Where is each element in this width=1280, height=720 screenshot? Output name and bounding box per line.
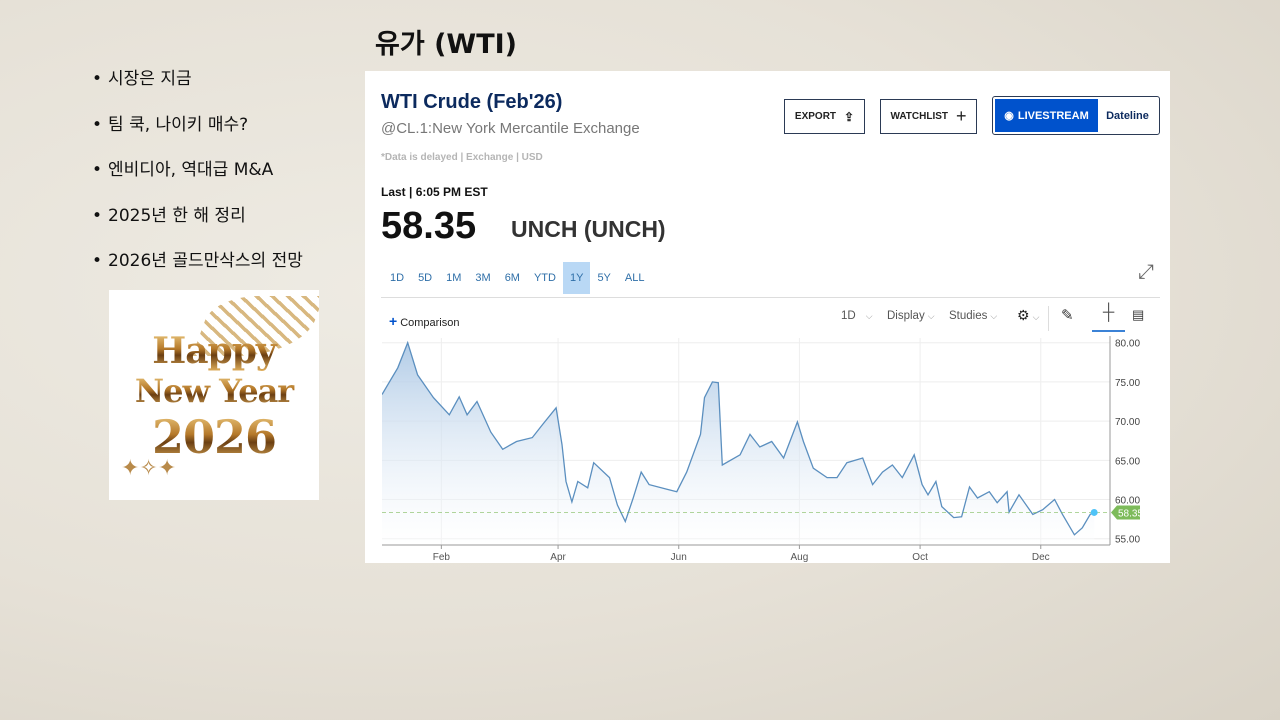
livestream-label: LIVESTREAM (1017, 109, 1089, 122)
range-tab-all[interactable]: ALL (624, 272, 645, 284)
last-time-label: Last | 6:05 PM EST (381, 185, 488, 199)
pencil-icon[interactable]: ✎ (1061, 307, 1074, 324)
comparison-button[interactable]: + Comparison (389, 313, 460, 329)
watchlist-label: WATCHLIST (890, 111, 949, 122)
delay-note: *Data is delayed | Exchange | USD (381, 152, 543, 163)
chevron-down-icon: ⌵ (865, 311, 873, 321)
comparison-label: Comparison (400, 317, 460, 329)
last-point-dot (1090, 508, 1098, 516)
price-chart: 55.00 60.00 65.00 70.00 75.00 80.00 Feb Apr Jun A… (382, 336, 1143, 563)
studies-dropdown[interactable]: Studies ⌵ (949, 310, 997, 322)
plus-icon: + (956, 106, 967, 126)
greeting-line: New Year (109, 372, 319, 410)
x-tick-label: Dec (1032, 552, 1050, 563)
livestream-toggle: ◉ LIVESTREAM Dateline (992, 96, 1160, 135)
x-tick-label: Feb (433, 552, 451, 563)
display-dropdown[interactable]: Display ⌵ (887, 310, 935, 322)
bullet-list: 시장은 지금 팀 쿡, 나이키 매수? 엔비디아, 역대급 M&A 2025년 … (92, 64, 303, 292)
x-tick-label: Oct (912, 552, 928, 563)
y-tick-label: 65.00 (1115, 456, 1140, 467)
y-tick-label: 70.00 (1115, 417, 1140, 428)
slide-title: 유가 (WTI) (375, 29, 518, 60)
x-tick-label: Apr (550, 552, 566, 563)
x-tick-label: Jun (671, 552, 687, 563)
gear-icon: ⚙ (1017, 307, 1030, 323)
y-tick-label: 75.00 (1115, 378, 1140, 389)
livestream-button[interactable]: ◉ LIVESTREAM (995, 99, 1098, 132)
studies-label: Studies (949, 310, 988, 322)
range-tab-1m[interactable]: 1M (446, 272, 462, 284)
comment-icon[interactable]: ▤ (1132, 307, 1145, 322)
bullet-item: 팀 쿡, 나이키 매수? (92, 110, 303, 156)
range-tabs: 1D 5D 1M 3M 6M YTD 1Y 5Y ALL (383, 262, 651, 294)
y-tick-label: 60.00 (1115, 496, 1140, 507)
export-button[interactable]: EXPORT ⇪ (784, 99, 865, 134)
bullet-item: 2025년 한 해 정리 (92, 201, 303, 247)
last-value-tag (1111, 505, 1140, 520)
bullet-item: 엔비디아, 역대급 M&A (92, 155, 303, 201)
happy-new-year-image: Happy New Year 2026 ✦✧✦ (109, 290, 319, 500)
bullet-item: 2026년 골드만삭스의 전망 (92, 246, 303, 292)
share-icon: ⇪ (844, 109, 855, 124)
chevron-down-icon: ⌵ (1032, 312, 1040, 322)
range-tab-5y[interactable]: 5Y (597, 272, 611, 284)
greeting-line: Happy (109, 330, 319, 372)
plus-icon: + (389, 313, 398, 329)
settings-dropdown[interactable]: ⚙ ⌵ (1017, 307, 1039, 324)
live-dot-icon: ◉ (1004, 110, 1014, 122)
instrument-name: WTI Crude (Feb'26) (381, 91, 563, 113)
exchange-label: @CL.1:New York Mercantile Exchange (381, 120, 640, 137)
dateline-button[interactable]: Dateline (1106, 109, 1149, 122)
greeting-line: 2026 (109, 410, 319, 464)
interval-dropdown[interactable]: 1D ⌵ (841, 310, 873, 322)
sparkle-icon: ✦✧✦ (121, 455, 177, 480)
range-tab-ytd[interactable]: YTD (533, 272, 556, 284)
price-change: UNCH (UNCH) (511, 216, 666, 242)
x-tick-label: Aug (791, 552, 809, 563)
watchlist-button[interactable]: WATCHLIST + (880, 99, 977, 134)
last-price: 58.35 (381, 205, 477, 247)
range-tab-3m[interactable]: 3M (475, 272, 491, 284)
interval-label: 1D (841, 310, 856, 322)
chevron-down-icon: ⌵ (990, 311, 998, 321)
y-tick-label: 55.00 (1115, 535, 1140, 546)
bullet-item: 시장은 지금 (92, 64, 303, 110)
last-value-label: 58.35 (1118, 508, 1143, 519)
chevron-down-icon: ⌵ (927, 311, 935, 321)
display-label: Display (887, 310, 925, 322)
range-tab-5d[interactable]: 5D (418, 272, 433, 284)
crosshair-icon[interactable]: ┼ (1092, 304, 1125, 332)
area-fill (382, 342, 1095, 545)
price-line (382, 340, 1095, 536)
y-tick-label: 80.00 (1115, 339, 1140, 350)
range-tab-6m[interactable]: 6M (504, 272, 520, 284)
divider (381, 297, 1160, 298)
toolbar-divider (1048, 306, 1049, 331)
export-label: EXPORT (794, 111, 837, 122)
expand-icon[interactable]: ⤢ (1138, 261, 1154, 283)
range-tab-1d[interactable]: 1D (390, 272, 405, 284)
range-tab-1y[interactable]: 1Y (562, 262, 591, 294)
